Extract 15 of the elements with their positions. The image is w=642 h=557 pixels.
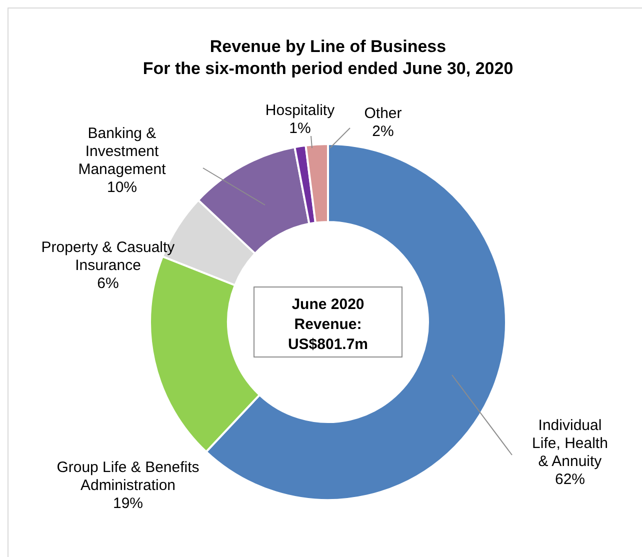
data-label: 2% [372,123,394,140]
data-label: 6% [97,275,119,292]
chart-title: Revenue by Line of Business [210,37,446,56]
chart-subtitle: For the six-month period ended June 30, 2020 [142,59,514,78]
data-label: 19% [112,495,144,512]
data-label: 10% [106,179,138,196]
slice-label: Other [364,105,402,122]
data-label: 62% [554,471,586,488]
slice-label: Banking & Investment Management [78,125,167,178]
slice-label: Property & Casualty Insurance [41,239,176,274]
slice-label: Group Life & Benefits Administration [56,459,200,494]
text: June 2020 Revenue: US$801.7m [288,296,368,353]
data-label: 1% [289,120,311,137]
slice-label: Hospitality [265,102,336,119]
slice-label: Individual Life, Health & Annuity [532,417,608,470]
